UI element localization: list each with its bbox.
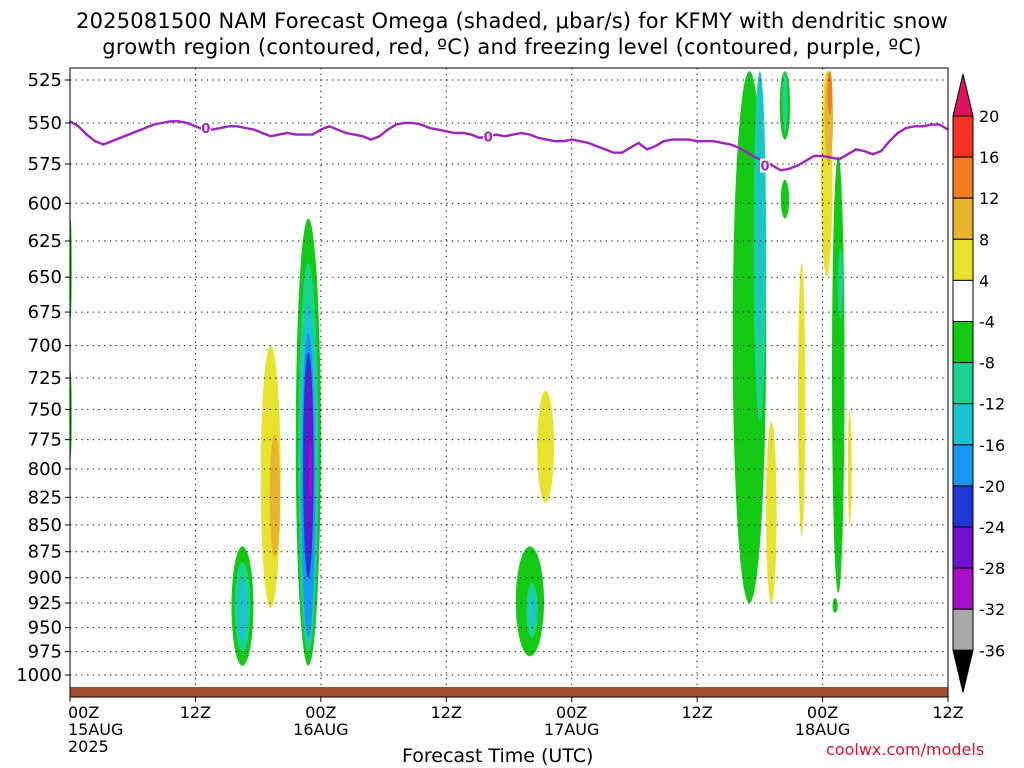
freezing-level-label-2: 0 <box>761 160 770 175</box>
colorbar-swatch-6 <box>952 321 974 364</box>
colorbar-label-1: 16 <box>979 148 999 167</box>
y-axis: 525 550 575 600 625 650 675 700 725 750 775 800 825 8… <box>16 70 70 686</box>
freezing-level-contour: 0 0 0 <box>70 120 948 175</box>
omega-cell-26 <box>827 71 833 115</box>
omega-cell-18 <box>756 71 764 346</box>
x-tick-label-0-0: 00Z <box>68 703 99 722</box>
colorbar-label-13: -36 <box>979 641 1005 660</box>
omega-cell-29 <box>847 409 852 525</box>
freezing-level-label-0: 0 <box>201 122 210 137</box>
y-tick-label-525: 525 <box>28 70 62 91</box>
omega-cell-28 <box>837 248 843 319</box>
colorbar-bottom-arrow <box>952 649 974 693</box>
colorbar-label-3: 8 <box>979 230 989 249</box>
y-tick-label-600: 600 <box>28 193 62 214</box>
omega-colorbar: 20 16 12 8 4 -4 -8 -12 -16 -20 -24 -28 -32 -36 <box>952 73 1005 693</box>
x-tick-label-12-0: 12Z <box>180 703 211 722</box>
y-tick-label-975: 975 <box>28 642 62 663</box>
y-tick-label-800: 800 <box>28 459 62 480</box>
y-tick-label-625: 625 <box>28 231 62 252</box>
colorbar-swatch-4 <box>952 238 974 281</box>
freezing-level-label-1: 0 <box>484 130 493 145</box>
y-tick-label-875: 875 <box>28 542 62 563</box>
x-tick-label-48-1: 17AUG <box>544 720 599 739</box>
chart-title-line2: growth region (contoured, red, ºC) and f… <box>102 35 922 59</box>
colorbar-label-10: -24 <box>979 518 1005 537</box>
y-tick-label-750: 750 <box>28 399 62 420</box>
colorbar-swatch-10 <box>952 485 974 528</box>
y-tick-label-675: 675 <box>28 302 62 323</box>
y-tick-label-950: 950 <box>28 618 62 639</box>
colorbar-swatch-8 <box>952 403 974 446</box>
freezing-label-bg-2 <box>760 158 771 173</box>
x-tick-label-72-1: 18AUG <box>795 720 850 739</box>
x-tick-label-72-0: 00Z <box>807 703 838 722</box>
omega-cell-15 <box>529 592 537 628</box>
y-tick-label-900: 900 <box>28 568 62 589</box>
colorbar-label-12: -32 <box>979 600 1005 619</box>
x-tick-label-24-0: 00Z <box>305 703 336 722</box>
y-tick-label-550: 550 <box>28 113 62 134</box>
y-tick-label-575: 575 <box>28 154 62 175</box>
colorbar-swatch-13 <box>952 608 974 651</box>
omega-cell-30 <box>832 598 838 613</box>
colorbar-swatch-5 <box>952 279 974 322</box>
colorbar-swatch-2 <box>952 156 974 199</box>
grid-lines <box>69 68 949 697</box>
colorbar-swatch-9 <box>952 444 974 487</box>
plot-frame <box>69 67 949 698</box>
colorbar-label-9: -20 <box>979 477 1005 496</box>
colorbar-label-11: -28 <box>979 559 1005 578</box>
y-tick-label-825: 825 <box>28 487 62 508</box>
colorbar-swatch-1 <box>952 115 974 158</box>
colorbar-label-8: -16 <box>979 436 1005 455</box>
colorbar-label-7: -12 <box>979 395 1005 414</box>
y-tick-label-775: 775 <box>28 430 62 451</box>
omega-cell-20 <box>780 179 790 219</box>
colorbar-label-5: -4 <box>979 313 995 332</box>
x-tick-label-0-1: 15AUG <box>68 720 123 739</box>
chart-title-line1: 2025081500 NAM Forecast Omega (shaded, μ… <box>76 9 948 33</box>
ground-surface <box>70 687 948 697</box>
x-tick-label-24-1: 16AUG <box>293 720 348 739</box>
x-tick-label-60-0: 12Z <box>681 703 712 722</box>
x-tick-label-36-0: 12Z <box>431 703 462 722</box>
colorbar-swatch-3 <box>952 197 974 240</box>
y-tick-label-1000: 1000 <box>16 665 62 686</box>
x-tick-label-48-0: 00Z <box>556 703 587 722</box>
omega-cell-2 <box>237 577 248 643</box>
omega-cell-11 <box>309 439 312 503</box>
colorbar-swatch-7 <box>952 362 974 405</box>
site-credit[interactable]: coolwx.com/models <box>826 740 985 759</box>
chart-title: 2025081500 NAM Forecast Omega (shaded, μ… <box>0 8 1024 60</box>
y-tick-label-650: 650 <box>28 267 62 288</box>
colorbar-label-4: 4 <box>979 271 989 290</box>
colorbar-label-6: -8 <box>979 354 995 373</box>
colorbar-swatch-11 <box>952 526 974 569</box>
y-tick-label-925: 925 <box>28 593 62 614</box>
colorbar-label-2: 12 <box>979 189 999 208</box>
freezing-label-bg-0 <box>200 120 211 135</box>
omega-cell-27 <box>831 155 845 593</box>
omega-cell-22 <box>766 421 777 604</box>
omega-shading-layer <box>70 71 852 666</box>
colorbar-label-0: 20 <box>979 107 999 126</box>
omega-cell-4 <box>269 433 281 557</box>
y-tick-label-725: 725 <box>28 368 62 389</box>
colorbar-top-arrow <box>952 73 974 117</box>
y-tick-label-850: 850 <box>28 515 62 536</box>
omega-cell-21 <box>782 71 788 132</box>
omega-cell-12 <box>537 390 554 503</box>
colorbar-swatch-12 <box>952 567 974 610</box>
x-tick-label-0-2: 2025 <box>68 737 109 756</box>
x-tick-label-84-0: 12Z <box>932 703 963 722</box>
y-tick-label-700: 700 <box>28 336 62 357</box>
omega-cell-23 <box>798 262 806 536</box>
x-axis-title: Forecast Time (UTC) <box>402 745 594 767</box>
freezing-label-bg-1 <box>483 129 494 144</box>
freezing-level-line <box>70 120 948 172</box>
